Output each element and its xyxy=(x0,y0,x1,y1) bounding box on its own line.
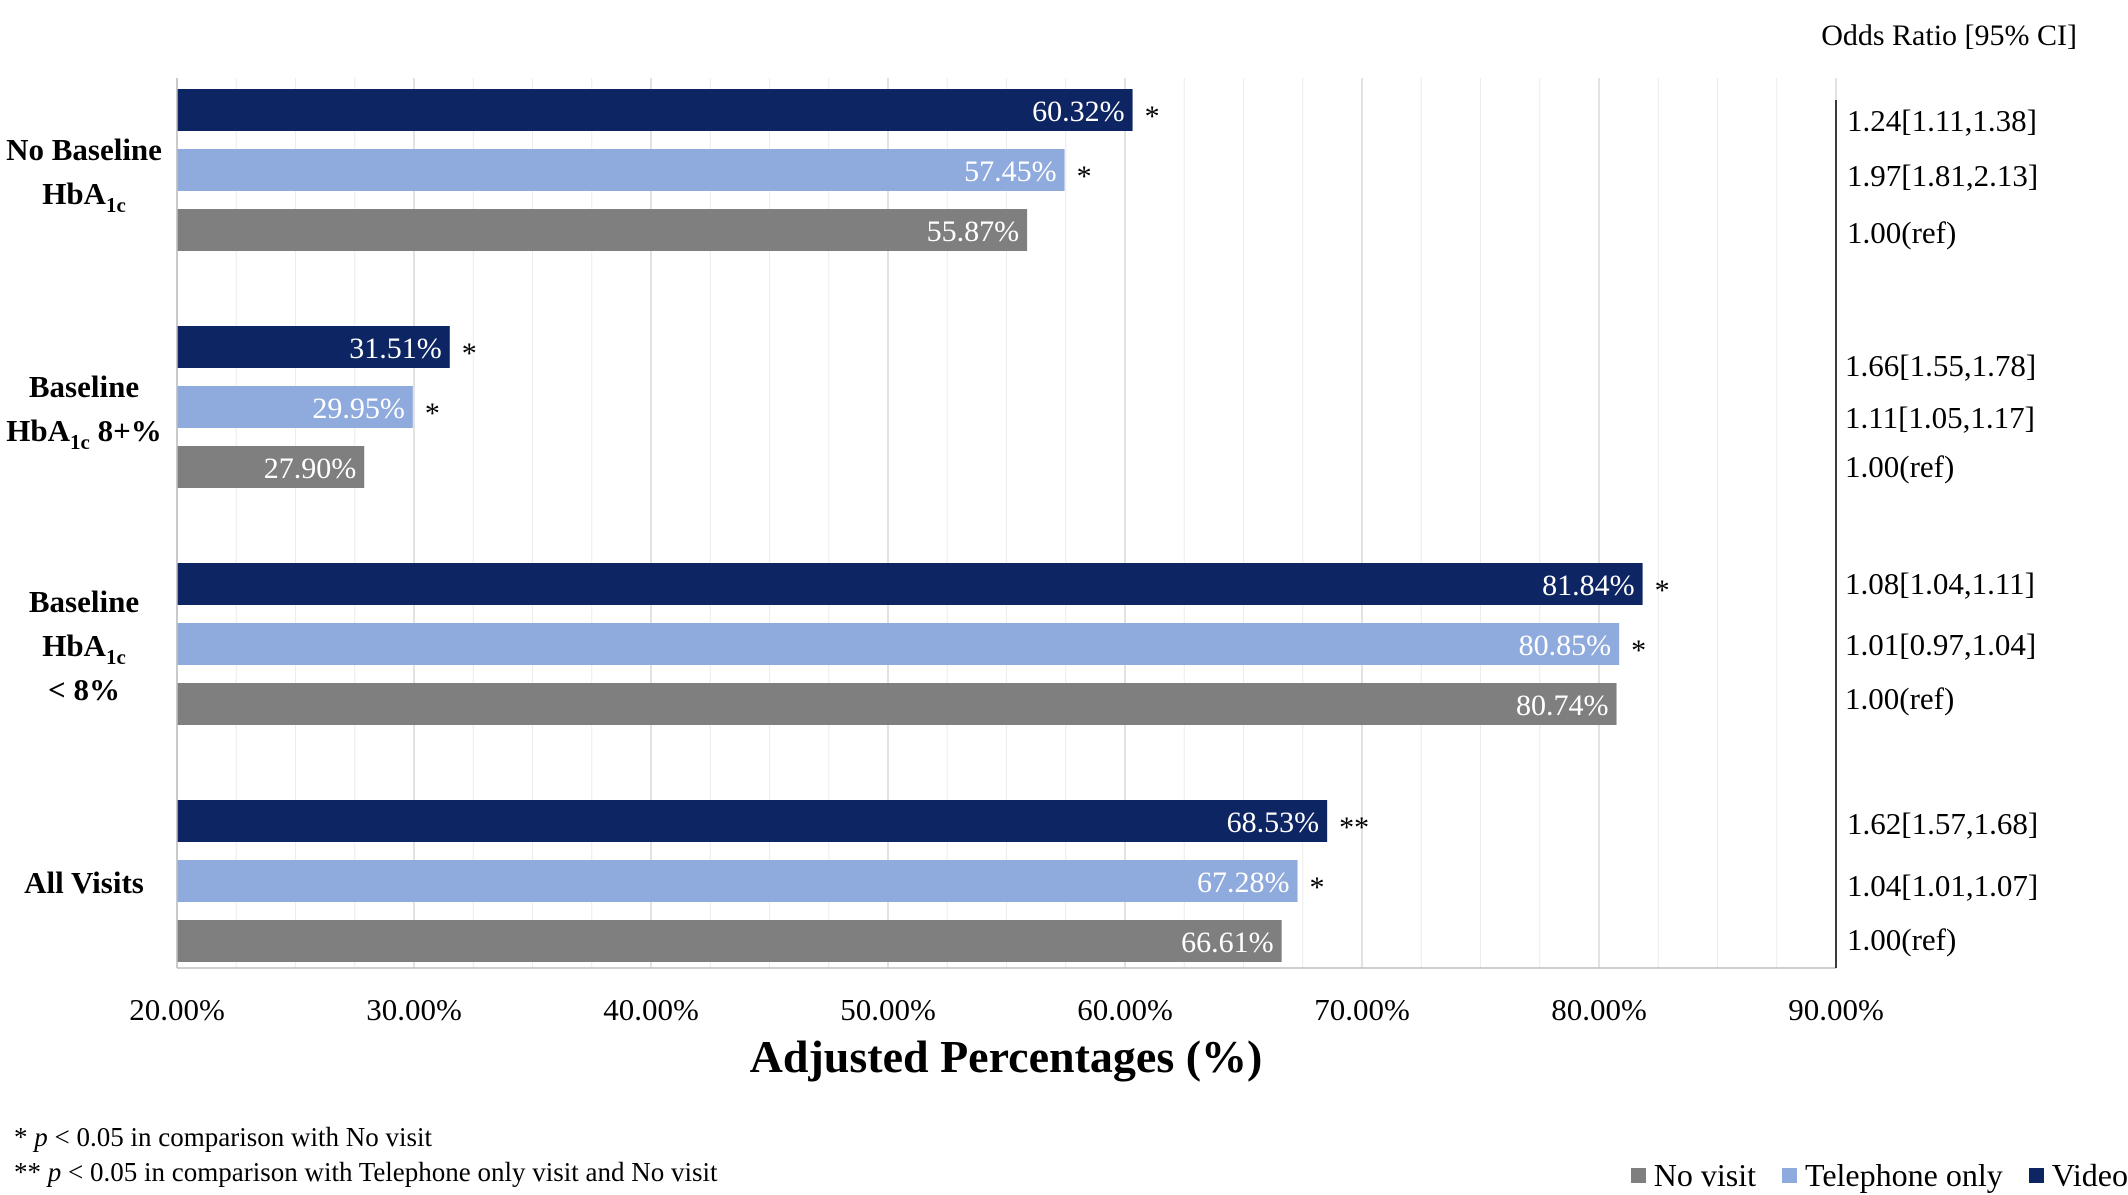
x-tick-label: 60.00% xyxy=(1077,992,1173,1027)
bar-value-label: 60.32% xyxy=(1032,95,1125,128)
legend-swatch xyxy=(1630,1167,1646,1183)
bar-value-label: 55.87% xyxy=(927,215,1020,248)
x-tick-label: 40.00% xyxy=(603,992,699,1027)
bar xyxy=(177,563,1643,605)
bar-value-label: 81.84% xyxy=(1542,569,1635,602)
category-label: Baseline xyxy=(29,584,139,619)
significance-marker: ** xyxy=(1339,811,1369,844)
significance-marker: * xyxy=(1655,574,1670,607)
significance-marker: * xyxy=(425,397,440,430)
bar-value-label: 31.51% xyxy=(349,332,442,365)
footnote-2: ** p < 0.05 in comparison with Telephone… xyxy=(14,1157,718,1187)
footnote-1: * p < 0.05 in comparison with No visit xyxy=(14,1122,432,1152)
category-label: < 8% xyxy=(48,672,120,707)
bar xyxy=(177,386,413,428)
odds-ratio-value: 1.24[1.11,1.38] xyxy=(1847,103,2037,138)
bars xyxy=(177,89,1643,962)
legend-label: Video xyxy=(2051,1156,2128,1193)
x-tick-label: 20.00% xyxy=(129,992,225,1027)
category-label: HbA1c xyxy=(42,176,126,217)
odds-ratio-value: 1.62[1.57,1.68] xyxy=(1847,806,2038,841)
significance-marker: * xyxy=(1631,634,1646,667)
category-label: Baseline xyxy=(29,369,139,404)
odds-ratio-value: 1.00(ref) xyxy=(1845,681,1954,716)
bar-value-label: 68.53% xyxy=(1227,806,1320,839)
legend-item: Telephone only xyxy=(1782,1157,2003,1194)
significance-marker: * xyxy=(1310,871,1325,904)
x-tick-label: 70.00% xyxy=(1314,992,1410,1027)
bar-value-label: 29.95% xyxy=(312,392,405,425)
axes: 20.00% 30.00% 40.00% 50.00% 60.00% 70.00% 80.0… xyxy=(129,78,1884,1082)
bar xyxy=(177,326,450,368)
category-label: All Visits xyxy=(24,865,144,900)
bar xyxy=(177,860,1298,902)
significance-marker: * xyxy=(462,337,477,370)
bar xyxy=(177,800,1328,842)
bar xyxy=(177,149,1065,191)
bar-value-label: 66.61% xyxy=(1181,926,1274,959)
legend: No visit Telephone only Video xyxy=(1528,1155,2128,1195)
legend-label: Telephone only xyxy=(1805,1156,2003,1193)
bar-value-label: 80.85% xyxy=(1519,629,1612,662)
odds-ratio-value: 1.97[1.81,2.13] xyxy=(1847,158,2038,193)
x-tick-label: 80.00% xyxy=(1551,992,1647,1027)
bar xyxy=(177,683,1617,725)
labels: Odds Ratio [95% CI] 60.32% * 1.24[1.11,1.38… xyxy=(6,19,2077,959)
odds-ratio-value: 1.66[1.55,1.78] xyxy=(1845,348,2036,383)
bar-value-label: 27.90% xyxy=(264,452,357,485)
bar-chart: 20.00% 30.00% 40.00% 50.00% 60.00% 70.00% 80.0… xyxy=(6,19,2077,1082)
odds-ratio-value: 1.00(ref) xyxy=(1847,215,1956,250)
category-label: No Baseline xyxy=(6,132,162,167)
bar xyxy=(177,209,1028,251)
odds-ratio-value: 1.08[1.04,1.11] xyxy=(1845,566,2035,601)
x-tick-label: 50.00% xyxy=(840,992,936,1027)
odds-ratio-value: 1.04[1.01,1.07] xyxy=(1847,868,2038,903)
legend-label: No visit xyxy=(1653,1156,1757,1193)
odds-ratio-value: 1.00(ref) xyxy=(1845,449,1954,484)
bar xyxy=(177,920,1282,962)
legend-item: Video xyxy=(2028,1156,2128,1194)
category-label: HbA1c xyxy=(42,628,126,669)
bar xyxy=(177,89,1133,131)
x-tick-label: 90.00% xyxy=(1788,992,1884,1027)
bar-value-label: 80.74% xyxy=(1516,689,1609,722)
bar-value-label: 57.45% xyxy=(964,155,1057,188)
bar xyxy=(177,446,365,488)
odds-ratio-value: 1.01[0.97,1.04] xyxy=(1845,627,2036,662)
bar-value-label: 67.28% xyxy=(1197,866,1290,899)
odds-ratio-value: 1.11[1.05,1.17] xyxy=(1845,400,2035,435)
odds-ratio-value: 1.00(ref) xyxy=(1847,922,1956,957)
legend-swatch xyxy=(2028,1167,2044,1183)
significance-marker: * xyxy=(1145,100,1160,133)
x-axis-label: Adjusted Percentages (%) xyxy=(750,1031,1263,1082)
bar xyxy=(177,623,1620,665)
odds-ratio-header: Odds Ratio [95% CI] xyxy=(1821,19,2077,52)
legend-swatch xyxy=(1782,1167,1798,1183)
significance-marker: * xyxy=(1077,160,1092,193)
legend-item: No visit xyxy=(1630,1156,1757,1194)
x-tick-label: 30.00% xyxy=(366,992,462,1027)
category-label: HbA1c 8+% xyxy=(6,413,162,454)
